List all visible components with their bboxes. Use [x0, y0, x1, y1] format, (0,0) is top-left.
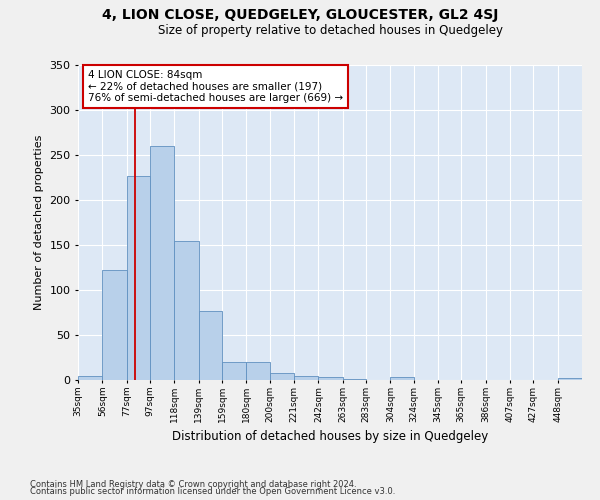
Bar [247, 362, 269, 380]
Text: 4 LION CLOSE: 84sqm
← 22% of detached houses are smaller (197)
76% of semi-detac: 4 LION CLOSE: 84sqm ← 22% of detached ho… [88, 70, 343, 103]
Bar [150, 146, 175, 380]
Bar [319, 378, 343, 380]
Y-axis label: Number of detached properties: Number of detached properties [34, 135, 44, 310]
X-axis label: Distribution of detached houses by size in Quedgeley: Distribution of detached houses by size … [172, 430, 488, 444]
Bar [343, 379, 366, 380]
Bar [78, 376, 103, 380]
Bar [269, 373, 294, 380]
Bar [175, 242, 199, 380]
Text: Contains HM Land Registry data © Crown copyright and database right 2024.: Contains HM Land Registry data © Crown c… [30, 480, 356, 489]
Bar [199, 310, 222, 380]
Bar [103, 270, 127, 380]
Bar [222, 362, 247, 380]
Bar [391, 378, 413, 380]
Bar [294, 376, 319, 380]
Text: Contains public sector information licensed under the Open Government Licence v3: Contains public sector information licen… [30, 487, 395, 496]
Bar [557, 378, 582, 380]
Bar [127, 176, 150, 380]
Title: Size of property relative to detached houses in Quedgeley: Size of property relative to detached ho… [157, 24, 503, 38]
Text: 4, LION CLOSE, QUEDGELEY, GLOUCESTER, GL2 4SJ: 4, LION CLOSE, QUEDGELEY, GLOUCESTER, GL… [102, 8, 498, 22]
